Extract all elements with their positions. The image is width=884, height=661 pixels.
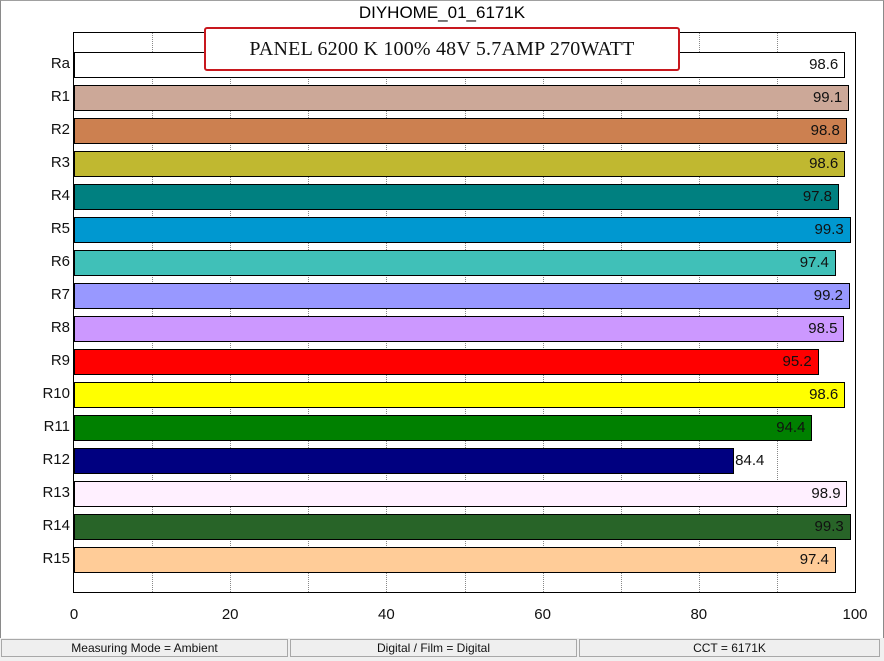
bar-value-label: 84.4 [735,452,765,469]
plot-area: 98.6 99.1 98.8 98.6 97.8 99.3 97.4 99.2 98.5 95.2… [73,32,856,593]
gridline [230,33,232,592]
status-digital-film: Digital / Film = Digital [290,639,577,657]
y-label-r5: R5 [50,220,70,237]
gridline [386,33,388,592]
bar-value-label: 97.4 [799,254,829,271]
bar-r6 [74,250,836,276]
x-tick-label: 100 [842,606,868,623]
bar-r13 [74,481,848,507]
y-label-ra: Ra [50,55,70,72]
bar-value-label: 98.8 [810,122,840,139]
bar-value-label: 98.9 [811,485,841,502]
y-label-r14: R14 [42,517,70,534]
bar-r8 [74,316,845,342]
bar-r4 [74,184,839,210]
bar-value-label: 98.6 [809,155,839,172]
bar-r12 [74,448,735,474]
status-bar: Measuring Mode = Ambient Digital / Film … [0,638,884,661]
bar-r9 [74,349,819,375]
bar-r14 [74,514,851,540]
y-label-r3: R3 [50,154,70,171]
gridline [776,33,778,592]
bar-value-label: 98.5 [808,320,838,337]
bar-value-label: 99.1 [812,89,843,106]
bar-r2 [74,118,847,144]
bar-value-label: 97.4 [799,551,829,568]
gridline [542,33,544,592]
y-label-r12: R12 [42,451,70,468]
bar-value-label: 98.6 [809,56,839,73]
chart-title: DIYHOME_01_6171K [358,3,526,22]
annotation-box: PANEL 6200 K 100% 48V 5.7AMP 270WATT [204,27,680,71]
gridline [620,33,622,592]
y-label-r1: R1 [50,88,70,105]
bar-value-label: 98.6 [809,386,839,403]
x-tick-label: 40 [378,606,395,623]
x-tick-label: 20 [221,606,239,623]
y-label-r13: R13 [42,484,70,501]
bar-r3 [74,151,846,177]
bar-r15 [74,547,836,573]
y-label-r15: R15 [42,550,70,567]
bar-r1 [74,85,849,111]
bar-r7 [74,283,850,309]
bar-value-label: 95.2 [782,353,812,370]
y-label-r7: R7 [50,286,70,303]
x-tick-label: 60 [534,606,551,623]
bar-r5 [74,217,851,243]
bar-r10 [74,382,846,408]
gridline [308,33,310,592]
bar-value-label: 99.2 [813,287,843,304]
status-measuring-mode: Measuring Mode = Ambient [1,639,288,657]
y-label-r9: R9 [50,352,70,369]
bar-value-label: 99.3 [814,221,844,238]
gridline [152,33,154,592]
status-cct: CCT = 6171K [579,639,880,657]
x-tick-label: 80 [690,606,708,623]
y-label-r6: R6 [50,253,70,270]
bar-r11 [74,415,813,441]
y-label-r4: R4 [50,187,70,204]
x-tick-label: 0 [69,606,79,623]
y-label-r2: R2 [50,121,70,138]
gridline [464,33,466,592]
y-label-r10: R10 [42,385,70,402]
y-label-r8: R8 [50,319,70,336]
bar-value-label: 99.3 [814,518,844,535]
bar-value-label: 97.8 [802,188,833,205]
bar-value-label: 94.4 [776,419,806,436]
gridline [698,33,700,592]
y-label-r11: R11 [43,418,70,435]
